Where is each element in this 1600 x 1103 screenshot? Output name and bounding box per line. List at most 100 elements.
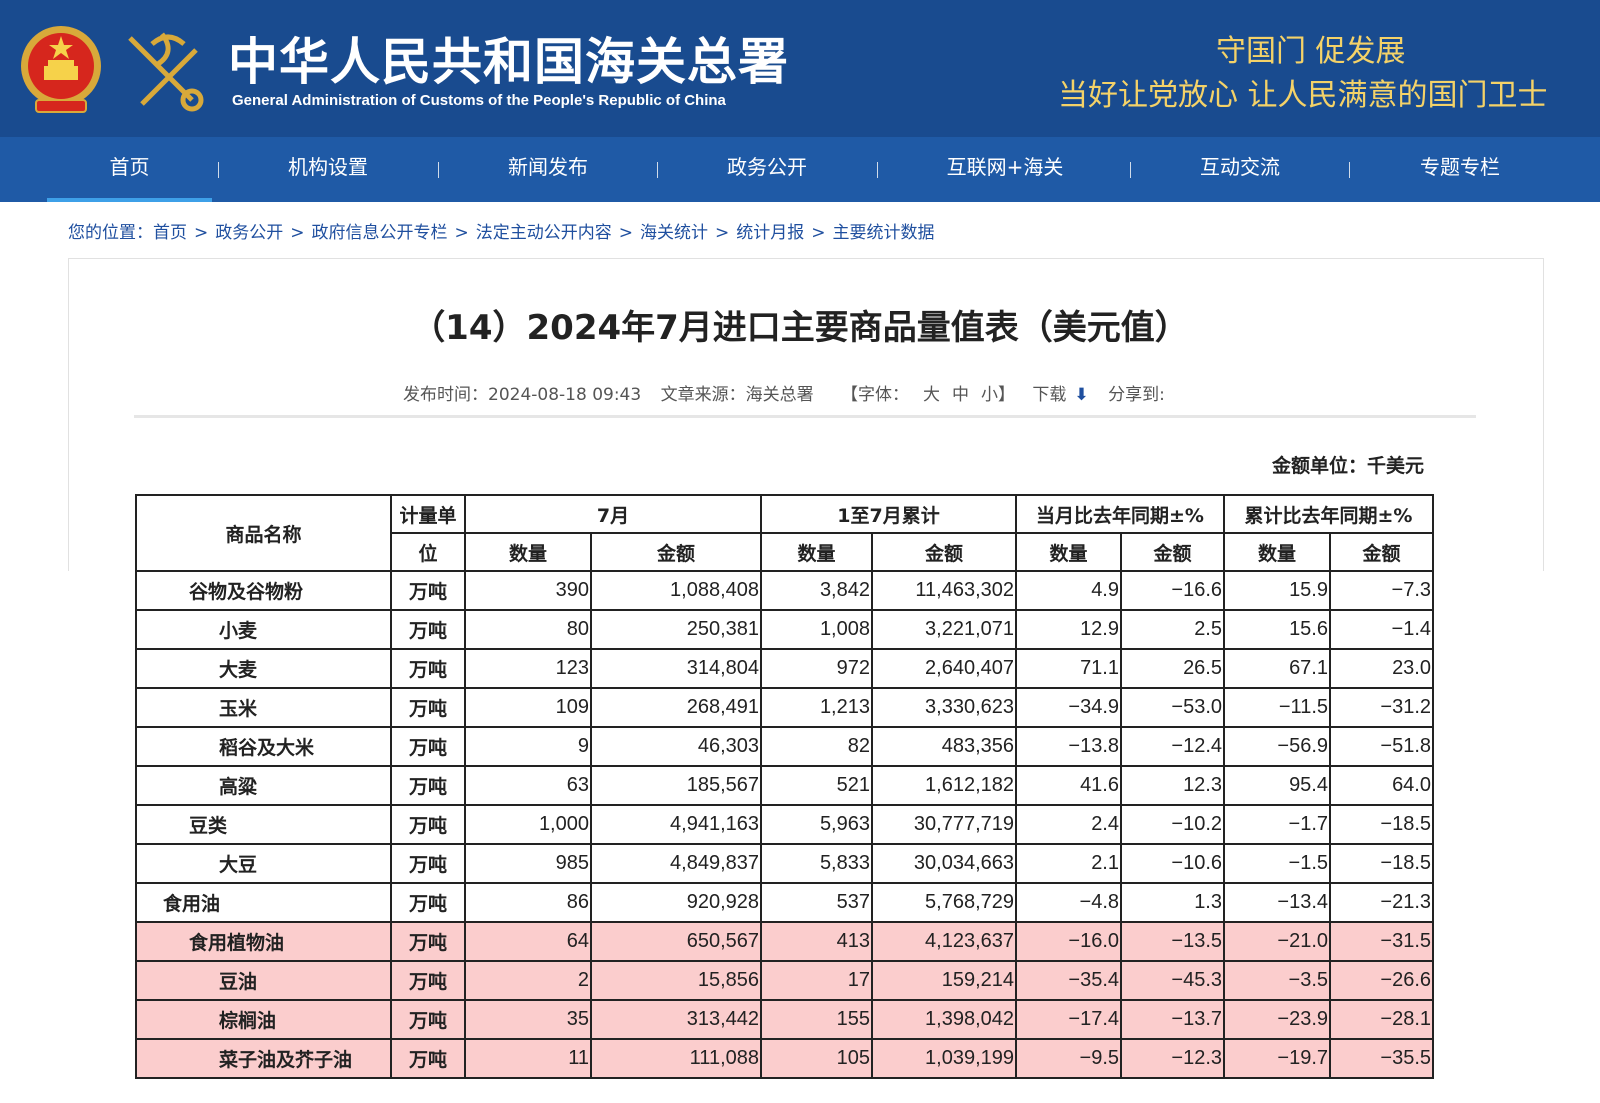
download-icon[interactable]: ⬇ [1074,385,1089,405]
header-amount: 金额 [1120,532,1225,572]
breadcrumb-item[interactable]: 海关统计 [640,223,708,243]
commodity-name: 棕榈油 [135,999,392,1040]
table-row: 高粱 万吨 63 185,567 521 1,612,182 41.6 12.3 95.4 64.… [135,765,1434,806]
share-label: 分享到: [1108,385,1165,405]
article-meta: 发布时间：2024-08-18 09:43 文章来源：海关总署 【字体： 大中小】… [403,380,1179,405]
font-size-small[interactable]: 小】 [981,385,1016,405]
cell-y-amt: 159,214 [871,960,1017,1001]
nav-item-news[interactable]: 新闻发布 [508,155,588,179]
commodity-name: 小麦 [135,609,392,650]
cell-ma-pct: −45.3 [1120,960,1225,1001]
cell-mq-pct: 2.1 [1015,843,1122,884]
font-size-medium[interactable]: 中 [952,385,970,405]
measure-unit: 万吨 [390,726,466,767]
measure-unit: 万吨 [390,609,466,650]
nav-separator [438,162,439,178]
cell-ma-pct: 1.3 [1120,882,1225,923]
nav-separator [877,162,878,178]
nav-item-internet-customs[interactable]: 互联网+海关 [946,155,1064,179]
cell-mq-pct: 71.1 [1015,648,1122,689]
measure-unit: 万吨 [390,999,466,1040]
amount-unit-note: 金额单位：千美元 [1272,455,1425,477]
font-size-large[interactable]: 大 [923,385,941,405]
cell-ya-pct: −31.5 [1329,921,1434,962]
breadcrumb-separator: > [715,223,730,243]
cell-y-qty: 17 [760,960,873,1001]
cell-yq-pct: 67.1 [1223,648,1331,689]
nav-item-interaction[interactable]: 互动交流 [1200,155,1280,179]
cell-y-amt: 1,612,182 [871,765,1017,806]
table-row: 小麦 万吨 80 250,381 1,008 3,221,071 12.9 2.5 15.6 −1… [135,609,1434,650]
commodity-name: 豆油 [135,960,392,1001]
cell-m-qty: 9 [464,726,592,767]
cell-y-amt: 4,123,637 [871,921,1017,962]
measure-unit: 万吨 [390,648,466,689]
site-name: 中华人民共和国海关总署 [228,32,789,91]
header-commodity-name: 商品名称 [135,494,392,572]
header-quantity: 数量 [464,532,592,572]
cell-ma-pct: −53.0 [1120,687,1225,728]
cell-ya-pct: 23.0 [1329,648,1434,689]
cell-mq-pct: 2.4 [1015,804,1122,845]
nav-item-home[interactable]: 首页 [47,137,212,202]
breadcrumb-item[interactable]: 统计月报 [736,223,805,243]
table-row: 豆类 万吨 1,000 4,941,163 5,963 30,777,719 2.4 −10.… [135,804,1434,845]
breadcrumb-separator: > [811,223,826,243]
table-row: 棕榈油 万吨 35 313,442 155 1,398,042 −17.4 −13.7 −23.… [135,999,1434,1040]
measure-unit: 万吨 [390,687,466,728]
cell-ya-pct: −51.8 [1329,726,1434,767]
breadcrumb-separator: > [618,223,633,243]
cell-m-amt: 314,804 [590,648,762,689]
cell-ma-pct: −13.7 [1120,999,1225,1040]
article-source: 文章来源：海关总署 [660,385,814,405]
table-row: 食用油 万吨 86 920,928 537 5,768,729 −4.8 1.3 −13.4 −2… [135,882,1434,923]
cell-y-amt: 483,356 [871,726,1017,767]
cell-yq-pct: 95.4 [1223,765,1331,806]
breadcrumb-item[interactable]: 法定主动公开内容 [475,223,612,243]
publish-time: 发布时间：2024-08-18 09:43 [403,385,642,405]
cell-yq-pct: −11.5 [1223,687,1331,728]
cell-m-qty: 11 [464,1038,592,1079]
header-quantity: 数量 [1223,532,1331,572]
cell-ya-pct: −18.5 [1329,843,1434,884]
font-size-label: 【字体： [841,385,910,405]
cell-ya-pct: −31.2 [1329,687,1434,728]
download-link[interactable]: 下载 [1032,385,1067,405]
cell-m-amt: 4,849,837 [590,843,762,884]
header-month-yoy: 当月比去年同期±% [1015,494,1225,534]
commodity-name: 高粱 [135,765,392,806]
commodity-name: 食用植物油 [135,921,392,962]
cell-m-amt: 313,442 [590,999,762,1040]
cell-y-qty: 155 [760,999,873,1040]
cell-m-amt: 250,381 [590,609,762,650]
nav-item-government-affairs[interactable]: 政务公开 [727,155,807,179]
cell-y-amt: 1,398,042 [871,999,1017,1040]
commodity-name: 谷物及谷物粉 [135,570,392,611]
cell-m-qty: 109 [464,687,592,728]
cell-m-amt: 4,941,163 [590,804,762,845]
nav-separator [218,162,219,178]
site-name-english: General Administration of Customs of the… [232,92,726,109]
commodity-name: 大麦 [135,648,392,689]
cell-ya-pct: −18.5 [1329,804,1434,845]
cell-y-qty: 1,213 [760,687,873,728]
cell-mq-pct: −35.4 [1015,960,1122,1001]
breadcrumb-item-current[interactable]: 主要统计数据 [832,223,935,243]
commodity-name: 食用油 [135,882,392,923]
measure-unit: 万吨 [390,843,466,884]
cell-mq-pct: 4.9 [1015,570,1122,611]
breadcrumb-separator: > [454,223,469,243]
cell-m-qty: 63 [464,765,592,806]
nav-item-special-topics[interactable]: 专题专栏 [1420,155,1500,179]
nav-item-organization[interactable]: 机构设置 [288,155,368,179]
cell-mq-pct: −34.9 [1015,687,1122,728]
breadcrumb-separator: > [290,223,305,243]
cell-yq-pct: −1.5 [1223,843,1331,884]
breadcrumb-item[interactable]: 政务公开 [215,223,284,243]
breadcrumb-item[interactable]: 首页 [153,223,187,243]
cell-yq-pct: −21.0 [1223,921,1331,962]
cell-mq-pct: 41.6 [1015,765,1122,806]
breadcrumb-item[interactable]: 政府信息公开专栏 [311,223,448,243]
header-amount: 金额 [590,532,762,572]
cell-m-amt: 46,303 [590,726,762,767]
